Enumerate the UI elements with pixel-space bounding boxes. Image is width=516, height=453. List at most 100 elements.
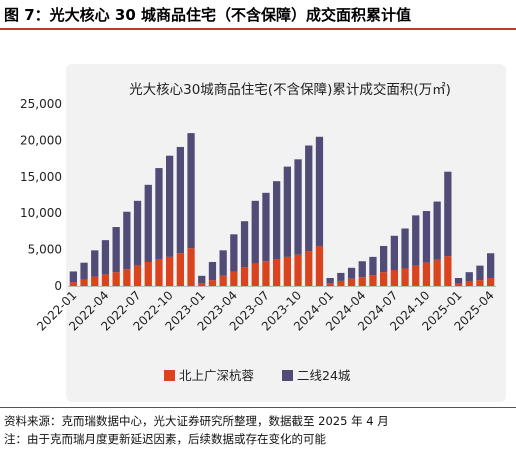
bar-segment-tier2 xyxy=(240,221,249,268)
bar-segment-tier1 xyxy=(240,267,249,286)
footnote: 注：由于克而瑞月度更新延迟因素，后续数据或存在变化的可能 xyxy=(4,432,326,446)
bar-segment-tier1 xyxy=(380,272,388,286)
bar-segment-tier2 xyxy=(380,245,388,273)
bar-segment-tier2 xyxy=(390,235,398,270)
bars xyxy=(68,133,496,287)
bar-segment-tier1 xyxy=(433,259,441,286)
bar-segment-tier1 xyxy=(326,283,334,286)
bar-segment-tier2 xyxy=(337,272,345,281)
bar-segment-tier1 xyxy=(487,277,495,286)
bar-segment-tier1 xyxy=(358,277,366,286)
bar-segment-tier2 xyxy=(69,271,77,283)
bar-segment-tier2 xyxy=(369,256,377,276)
bar-segment-tier1 xyxy=(476,280,484,286)
bar-segment-tier1 xyxy=(91,276,99,286)
legend: 北上广深杭蓉 二线24城 xyxy=(164,368,351,383)
bar-segment-tier1 xyxy=(401,268,409,286)
y-tick-label: 20,000 xyxy=(20,133,62,147)
bar-segment-tier1 xyxy=(390,269,398,286)
bar-segment-tier1 xyxy=(101,274,110,286)
bar-segment-tier1 xyxy=(444,256,452,286)
bar-segment-tier1 xyxy=(144,261,152,286)
y-tick-label: 25,000 xyxy=(20,97,62,111)
bar-segment-tier2 xyxy=(176,146,184,254)
bar-segment-tier2 xyxy=(262,192,270,262)
bar-segment-tier2 xyxy=(101,240,110,275)
bar-segment-tier1 xyxy=(208,280,217,286)
y-tick-label: 5,000 xyxy=(28,243,62,257)
bar-segment-tier1 xyxy=(454,283,463,286)
bar-segment-tier2 xyxy=(401,228,409,269)
bar-segment-tier2 xyxy=(487,253,495,278)
bar-segment-tier2 xyxy=(326,277,334,284)
bar-segment-tier2 xyxy=(433,201,441,260)
bar-segment-tier1 xyxy=(294,254,302,286)
bar-segment-tier1 xyxy=(262,261,270,286)
bar-segment-tier2 xyxy=(123,211,131,270)
bar-segment-tier1 xyxy=(412,265,420,286)
y-tick-label: 15,000 xyxy=(20,170,62,184)
bar-segment-tier1 xyxy=(187,248,195,286)
bar-segment-tier1 xyxy=(422,262,431,286)
chart: 光大核心30城商品住宅(不含保障)累计成交面积(万㎡) 0 5,000 10,000… xyxy=(20,81,497,383)
bar-segment-tier1 xyxy=(369,275,377,286)
bar-segment-tier2 xyxy=(412,215,420,266)
bar-segment-tier2 xyxy=(133,200,142,266)
bar-segment-tier1 xyxy=(230,271,238,286)
bar-segment-tier1 xyxy=(166,256,174,286)
footer-rule xyxy=(0,407,516,408)
bar-segment-tier1 xyxy=(315,245,324,286)
bar-segment-tier2 xyxy=(358,261,366,278)
legend-label: 二线24城 xyxy=(297,368,351,383)
bar-segment-tier2 xyxy=(476,265,484,281)
bar-segment-tier2 xyxy=(198,275,206,284)
bar-segment-tier2 xyxy=(230,234,238,272)
bar-segment-tier2 xyxy=(144,184,152,262)
bar-segment-tier1 xyxy=(305,251,313,286)
bar-segment-tier2 xyxy=(347,267,356,279)
figure-title: 图 7：光大核心 30 城商品住宅（不含保障）成交面积累计值 xyxy=(4,6,411,24)
bar-segment-tier2 xyxy=(187,133,195,249)
bar-segment-tier1 xyxy=(465,281,473,286)
bar-segment-tier2 xyxy=(422,211,431,263)
bar-segment-tier2 xyxy=(251,200,259,264)
bar-segment-tier1 xyxy=(112,272,120,286)
bar-segment-tier2 xyxy=(444,171,452,257)
bar-segment-tier2 xyxy=(80,262,88,280)
bar-segment-tier1 xyxy=(251,263,259,286)
bar-segment-tier2 xyxy=(155,168,163,260)
legend-label: 北上广深杭蓉 xyxy=(179,368,255,383)
y-tick-label: 0 xyxy=(54,279,62,293)
bar-segment-tier1 xyxy=(273,259,281,286)
bar-segment-tier2 xyxy=(219,250,227,276)
chart-title: 光大核心30城商品住宅(不含保障)累计成交面积(万㎡) xyxy=(129,81,451,98)
bar-segment-tier1 xyxy=(176,253,184,286)
bar-segment-tier1 xyxy=(347,278,356,286)
legend-item-tier2: 二线24城 xyxy=(282,368,351,383)
bar-segment-tier1 xyxy=(69,282,77,286)
bar-segment-tier2 xyxy=(294,159,302,255)
bar-segment-tier2 xyxy=(166,155,174,257)
bar-segment-tier2 xyxy=(465,272,473,282)
y-tick-label: 10,000 xyxy=(20,206,62,220)
bar-segment-tier1 xyxy=(337,280,345,286)
bar-segment-tier1 xyxy=(155,259,163,286)
bar-segment-tier1 xyxy=(133,265,142,286)
bar-segment-tier1 xyxy=(219,275,227,286)
y-axis: 0 5,000 10,000 15,000 20,000 25,000 xyxy=(20,97,62,293)
bar-segment-tier2 xyxy=(305,145,313,252)
bar-segment-tier1 xyxy=(80,279,88,286)
bar-segment-tier2 xyxy=(112,227,120,273)
bar-segment-tier2 xyxy=(273,181,281,260)
source-note: 资料来源：克而瑞数据中心，光大证券研究所整理，数据截至 2025 年 4 月 xyxy=(4,414,389,428)
bar-segment-tier2 xyxy=(91,250,99,277)
legend-swatch xyxy=(164,370,175,381)
bar-segment-tier1 xyxy=(283,256,291,286)
bar-segment-tier1 xyxy=(123,269,131,286)
x-axis: 2022-012022-042022-072022-102023-012023-… xyxy=(34,288,497,333)
legend-item-tier1: 北上广深杭蓉 xyxy=(164,368,255,383)
bar-segment-tier2 xyxy=(208,261,217,281)
title-rule xyxy=(0,28,516,30)
bar-segment-tier1 xyxy=(198,283,206,286)
